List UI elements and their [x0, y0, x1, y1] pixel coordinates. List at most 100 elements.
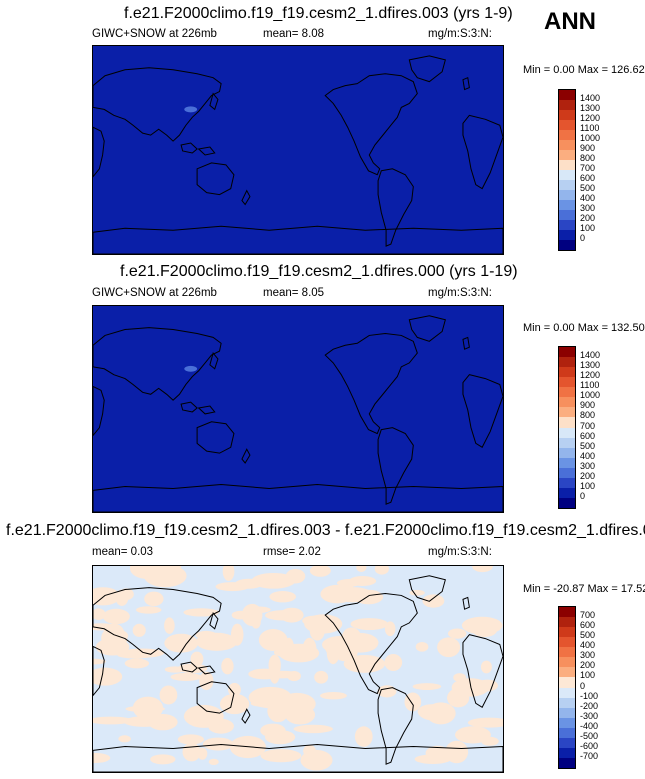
colorbar-tick-label: 800 — [580, 153, 596, 163]
difference-patch — [265, 610, 303, 621]
difference-patch — [159, 685, 178, 705]
difference-patch — [285, 705, 316, 725]
colorbar-segment — [559, 367, 575, 378]
difference-patch — [250, 699, 288, 708]
difference-patch — [231, 610, 250, 620]
difference-patch — [93, 658, 106, 665]
coastline — [197, 422, 234, 453]
coastline — [93, 485, 503, 512]
colorbar-segment — [559, 90, 575, 100]
colorbar-segment — [559, 497, 575, 508]
difference-patch — [374, 566, 389, 575]
difference-patch — [150, 754, 176, 765]
colorbar-tick-label: 500 — [580, 440, 596, 451]
colorbar-tick-label: 100 — [580, 223, 596, 233]
colorbar-segment — [559, 637, 575, 648]
difference-patch — [124, 658, 150, 669]
difference-patch — [258, 628, 288, 651]
colorbar-segment — [559, 240, 575, 250]
colorbar-segment — [559, 437, 575, 448]
map-canvas — [93, 46, 503, 254]
colorbar-segment — [559, 407, 575, 418]
difference-patch — [144, 591, 164, 607]
panel-3-units-label: mg/m:S:3:N: — [428, 546, 492, 558]
panel-2-minmax: Min = 0.00 Max = 132.50 — [523, 322, 645, 334]
panel-3-mean-label: mean= 0.03 — [92, 546, 154, 558]
difference-patch — [241, 603, 263, 627]
colorbar-segment — [559, 427, 575, 438]
colorbar-tick-label: -500 — [580, 730, 599, 741]
colorbar-segment — [559, 160, 575, 170]
colorbar-tick-label: 1400 — [580, 350, 601, 361]
difference-patch — [183, 608, 220, 617]
colorbar-tick-label: 1200 — [580, 370, 601, 381]
difference-patch — [132, 696, 164, 720]
difference-patch — [331, 587, 374, 603]
contour-patch — [184, 106, 198, 113]
colorbar-tick-label: 600 — [580, 620, 596, 631]
panel-1-minmax: Min = 0.00 Max = 126.62 — [523, 64, 645, 76]
coastline — [93, 68, 221, 141]
colorbar-segment — [559, 110, 575, 120]
difference-patch — [136, 606, 162, 614]
colorbar-segment — [559, 210, 575, 220]
colorbar-tick-label: -700 — [580, 750, 599, 761]
colorbar-tick-label: -300 — [580, 710, 599, 721]
difference-patch — [260, 749, 302, 763]
difference-patch — [481, 736, 499, 746]
difference-patch — [354, 726, 373, 747]
colorbar-tick-label: -100 — [580, 690, 599, 701]
coastline — [463, 597, 469, 609]
coastline — [242, 449, 250, 463]
colorbar-tick-label: 200 — [580, 470, 596, 481]
colorbar-tick-label: 600 — [580, 173, 596, 183]
coastline — [199, 666, 215, 674]
colorbar-segment — [559, 607, 575, 618]
difference-patch — [147, 714, 178, 731]
difference-patch — [476, 679, 498, 692]
coastline — [93, 646, 104, 695]
coastline — [210, 353, 218, 369]
colorbar-tick-label: 800 — [580, 410, 596, 421]
colorbar-segment — [559, 120, 575, 130]
panel-3-map — [92, 565, 504, 773]
colorbar-segment — [559, 647, 575, 658]
colorbar-tick-label: 300 — [580, 460, 596, 471]
difference-patch — [412, 683, 442, 690]
colorbar-tick-label: 900 — [580, 400, 596, 411]
coastline — [93, 127, 104, 177]
difference-patch — [269, 663, 280, 684]
colorbar-tick-label: 400 — [580, 193, 596, 203]
panel-2-colorbar — [558, 346, 576, 509]
panel-3-rmse-label: rmse= 2.02 — [263, 546, 321, 558]
panel-1-units-label: mg/m:S:3:N: — [428, 28, 492, 40]
difference-patch — [384, 653, 403, 672]
difference-patch — [208, 718, 234, 734]
coastline — [181, 402, 197, 412]
colorbar-tick-label: 1300 — [580, 360, 601, 371]
difference-patch — [333, 640, 373, 648]
difference-patch — [320, 691, 347, 700]
map-canvas — [93, 306, 503, 512]
difference-patch — [93, 608, 106, 620]
difference-patch — [93, 623, 117, 631]
panel-2-units-label: mg/m:S:3:N: — [428, 287, 492, 299]
colorbar-segment — [559, 230, 575, 240]
colorbar-tick-label: 1100 — [580, 123, 600, 133]
coastline — [409, 576, 445, 602]
panel-2-map — [92, 305, 504, 513]
colorbar-segment — [559, 677, 575, 688]
difference-patch — [461, 616, 503, 635]
map-background — [93, 306, 503, 512]
coastline — [93, 386, 104, 435]
coastline — [242, 191, 250, 205]
colorbar-tick-label: 1000 — [580, 133, 601, 143]
panel-3-colorbar — [558, 606, 576, 769]
coastline — [197, 163, 234, 195]
panel-3-minmax: Min = -20.87 Max = 17.52 — [523, 583, 645, 595]
colorbar-segment — [559, 397, 575, 408]
colorbar-tick-label: 0 — [580, 490, 586, 501]
colorbar-segment — [559, 130, 575, 140]
difference-patch — [293, 724, 333, 734]
coastline — [242, 709, 250, 723]
